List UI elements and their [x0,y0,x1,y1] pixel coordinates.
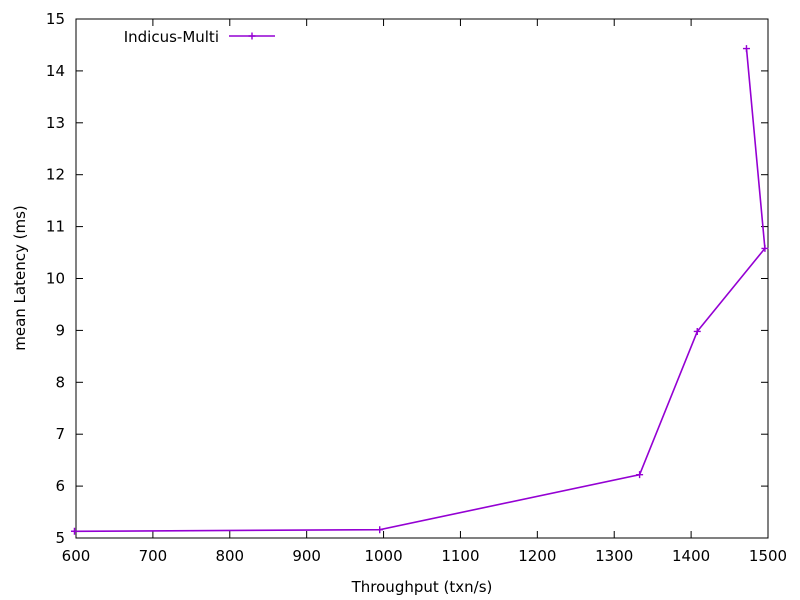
axis-ticks [75,18,769,539]
x-tick-label: 800 [215,547,244,565]
data-point-marker [376,526,384,534]
y-tick-label: 11 [46,218,65,236]
y-tick-label: 10 [46,270,65,288]
y-tick-label: 13 [46,114,65,132]
y-tick-label: 15 [46,10,65,28]
x-tick-label: 1200 [518,547,556,565]
legend: Indicus-Multi [124,28,275,46]
y-tick-label: 14 [46,62,65,80]
x-tick-label: 600 [62,547,91,565]
data-point-marker [693,327,701,335]
x-tick-label: 1300 [595,547,633,565]
y-tick-label: 12 [46,166,65,184]
x-tick-label: 700 [139,547,168,565]
series-line-indicus-multi [74,48,766,533]
data-point-marker [742,45,750,53]
x-tick-label: 900 [292,547,321,565]
x-axis-tick-labels: 600 700 800 900 1000 1100 1200 1300 1400 1500 [62,547,787,565]
y-tick-label: 9 [55,321,65,339]
y-axis-tick-labels: 5 6 7 8 9 10 11 12 13 14 15 [46,10,65,547]
x-tick-label: 1000 [364,547,402,565]
y-tick-label: 7 [55,425,65,443]
y-axis-title: mean Latency (ms) [11,205,29,351]
data-point-marker [70,527,78,535]
y-tick-label: 5 [55,529,65,547]
y-tick-label: 6 [55,477,65,495]
plot-frame [75,18,769,539]
data-point-marker [636,471,644,479]
x-tick-label: 1500 [749,547,787,565]
legend-marker-indicus-multi [248,32,256,40]
data-point-marker [761,244,769,252]
x-axis-title: Throughput (txn/s) [351,578,493,596]
y-tick-label: 8 [55,373,65,391]
x-tick-label: 1100 [441,547,479,565]
legend-label-indicus-multi: Indicus-Multi [124,28,219,46]
x-tick-label: 1400 [672,547,710,565]
series-group [70,45,769,535]
